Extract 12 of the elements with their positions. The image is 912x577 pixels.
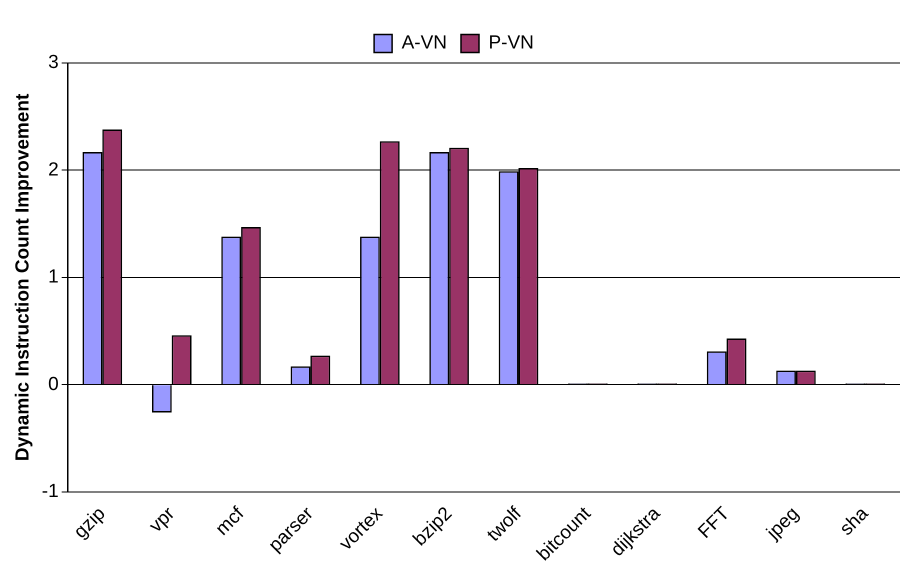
legend-label: P-VN [488,32,534,54]
y-axis-title: Dynamic Instruction Count Improvement [12,93,34,462]
x-tick-label: gzip [70,503,110,543]
y-tick-label: 3 [48,52,59,74]
y-tick-label: 0 [48,374,59,395]
x-tick-label: vpr [145,502,180,537]
y-tick-label: 2 [48,159,59,180]
y-tick-label: 1 [48,266,59,288]
x-tick-label: mcf [212,502,249,540]
legend-label: A-VN [402,32,448,54]
x-tick-label: sha [836,502,873,540]
y-tick-label: -1 [42,481,59,502]
